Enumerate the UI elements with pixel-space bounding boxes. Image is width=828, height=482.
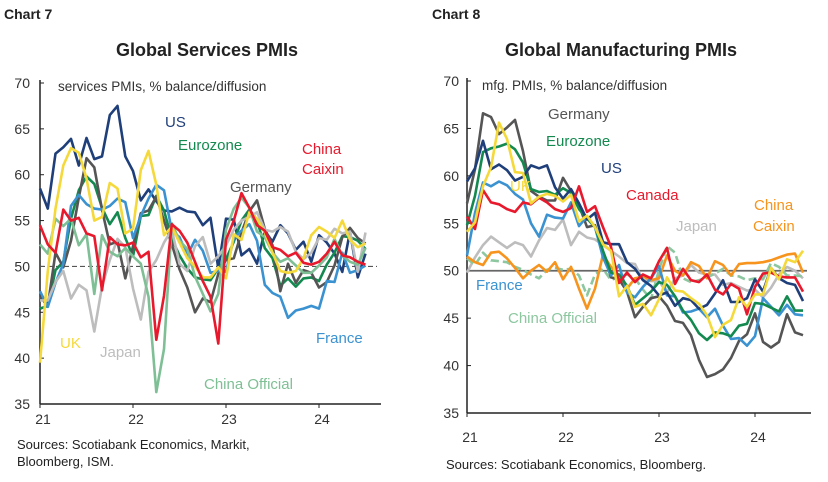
y-tick-label: 70 (14, 75, 30, 91)
series-line-china-official (39, 196, 367, 394)
series-label: China Official (508, 310, 597, 327)
series-label: China Official (204, 376, 293, 393)
sources-line: Sources: Scotiabank Economics, Bloomberg… (446, 457, 707, 472)
series-label: Eurozone (546, 133, 610, 150)
x-tick-label: 23 (221, 411, 237, 427)
series-line-france (465, 180, 804, 348)
y-tick-label: 40 (14, 350, 30, 366)
y-tick-label: 60 (14, 167, 30, 183)
x-tick-label: 22 (558, 429, 574, 445)
x-tick-label: 21 (462, 429, 478, 445)
series-label: UK (510, 178, 531, 195)
sources-line: Bloomberg, ISM. (17, 454, 114, 469)
series-line-china-caixin (466, 250, 805, 311)
series-line-uk (466, 121, 805, 339)
series-label: UK (60, 335, 81, 352)
series-label: Japan (100, 344, 141, 361)
chart-8-plot: 35 40 45 50 55 60 65 70 21 22 23 24 mfg. PMIs, % bal… (443, 73, 811, 445)
chart-7-plot: 35 40 45 50 55 60 65 70 21 22 23 24 services PMIs, %… (14, 75, 381, 427)
series-label: Germany (548, 106, 610, 123)
series-line-france (38, 183, 367, 320)
x-tick-label: 23 (654, 429, 670, 445)
series-label: China (754, 197, 794, 214)
y-tick-label: 65 (443, 120, 459, 136)
series-label: France (476, 277, 523, 294)
chart-annotation: services PMIs, % balance/diffusion (58, 79, 266, 94)
y-tick-label: 55 (14, 213, 30, 229)
y-tick-label: 45 (14, 304, 30, 320)
y-tick-label: 50 (14, 258, 30, 274)
series-label: Japan (676, 218, 717, 235)
series-label: US (601, 160, 622, 177)
series-label: Caixin (302, 161, 344, 178)
series-line-japan (40, 211, 367, 333)
chart-7-number: Chart 7 (4, 6, 53, 22)
series-line-uk (38, 146, 367, 363)
x-tick-label: 22 (128, 411, 144, 427)
series-line-canada (465, 185, 805, 316)
y-tick-label: 35 (14, 396, 30, 412)
y-tick-label: 45 (443, 310, 459, 326)
series-line-japan (465, 218, 804, 299)
series-label: US (165, 114, 186, 131)
series-label: China (302, 141, 342, 158)
y-tick-label: 50 (443, 263, 459, 279)
y-tick-label: 60 (443, 168, 459, 184)
y-tick-label: 40 (443, 358, 459, 374)
series-label: Eurozone (178, 137, 242, 154)
series-line-us (38, 104, 367, 279)
x-tick-label: 24 (750, 429, 766, 445)
y-tick-label: 70 (443, 73, 459, 89)
x-tick-label: 21 (35, 411, 51, 427)
y-tick-label: 65 (14, 121, 30, 137)
series-label: Canada (626, 187, 679, 204)
chart-annotation: mfg. PMIs, % balance/diffusion (482, 78, 667, 93)
chart-8-sources: Sources: Scotiabank Economics, Bloomberg… (446, 456, 706, 473)
series-line-germany (465, 112, 804, 379)
series-label: Germany (230, 179, 292, 196)
chart-8-number: Chart 8 (432, 6, 481, 22)
y-tick-label: 35 (443, 405, 459, 421)
series-label: Caixin (753, 218, 795, 235)
series-label: France (316, 330, 363, 347)
series-line-china-caixin (38, 191, 366, 345)
chart-7-sources: Sources: Scotiabank Economics, Markit, B… (17, 436, 250, 470)
y-tick-label: 55 (443, 215, 459, 231)
x-tick-label: 24 (314, 411, 330, 427)
chart-8-title: Global Manufacturing PMIs (504, 40, 737, 60)
chart-7-title: Global Services PMIs (115, 40, 299, 60)
sources-line: Sources: Scotiabank Economics, Markit, (17, 437, 250, 452)
